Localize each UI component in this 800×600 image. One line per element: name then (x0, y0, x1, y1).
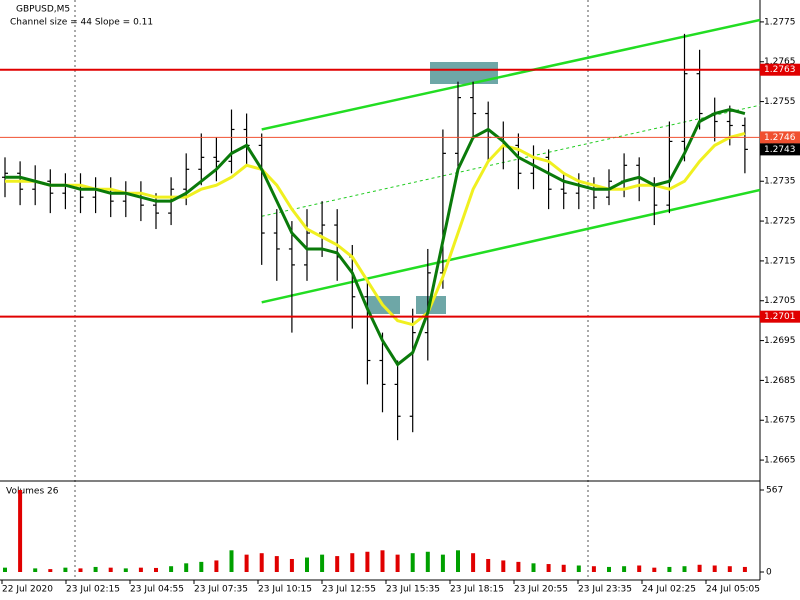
volume-bar (501, 560, 506, 572)
volume-bar (380, 550, 385, 572)
volume-bar (742, 566, 747, 572)
volume-bar (108, 567, 113, 572)
volume-bar (350, 553, 355, 572)
volume-bar (274, 556, 279, 572)
x-tick-label: 24 Jul 05:05 (706, 585, 760, 595)
volume-title: Volumes 26 (6, 487, 59, 497)
price-tag (760, 143, 800, 156)
x-tick-label: 23 Jul 10:15 (258, 585, 312, 595)
level-tag (760, 63, 800, 76)
volume-bar (471, 553, 476, 572)
chart-subtitle: Channel size = 44 Slope = 0.11 (10, 18, 153, 28)
volume-bar (154, 567, 158, 572)
volume-bar (214, 560, 219, 572)
x-tick-label: 23 Jul 07:35 (194, 585, 248, 595)
volume-bar (169, 566, 174, 572)
level-tag (760, 310, 800, 323)
volume-bar (516, 561, 521, 572)
volume-bar (289, 558, 294, 572)
x-tick-label: 24 Jul 02:25 (642, 585, 696, 595)
volume-bar (33, 568, 38, 572)
volume-bar (440, 554, 445, 572)
volume-bar (244, 554, 249, 572)
volume-bar (93, 566, 98, 572)
volume-bar (697, 564, 702, 572)
volume-bar (486, 558, 491, 572)
level-tag-label: 1.2763 (764, 65, 796, 75)
y-tick-label: 1.2665 (764, 456, 796, 466)
y-tick-label: 1.2755 (764, 97, 796, 107)
volume-bar (335, 556, 340, 572)
volume-bar (3, 567, 7, 572)
volume-bar (652, 567, 657, 572)
volume-bar (607, 566, 611, 572)
y-tick-label: 1.2715 (764, 256, 796, 266)
trend-line (261, 18, 760, 131)
chart-title: GBPUSD,M5 (16, 5, 70, 15)
x-tick-label: 22 Jul 2020 (2, 585, 53, 595)
trend-line (261, 104, 760, 217)
trend-line (261, 188, 760, 304)
x-tick-label: 23 Jul 20:55 (514, 585, 568, 595)
volume-bar (320, 554, 325, 572)
volume-bar (305, 557, 309, 572)
volume-bar (622, 566, 627, 572)
volume-bar (576, 565, 581, 572)
x-tick-label: 23 Jul 02:15 (66, 585, 120, 595)
volume-bar (667, 566, 672, 572)
moving-average (5, 107, 746, 367)
y-tick-label: 1.2685 (764, 376, 796, 386)
volume-bar (395, 554, 400, 572)
x-tick-label: 23 Jul 12:55 (322, 585, 376, 595)
volume-bar (727, 566, 732, 572)
volume-bar (456, 550, 460, 572)
volume-bar (48, 569, 53, 572)
volume-bar (561, 564, 566, 572)
x-tick-label: 23 Jul 18:15 (450, 585, 504, 595)
volume-bar (637, 565, 642, 572)
volume-bar (259, 553, 264, 572)
y-tick-label: 1.2675 (764, 416, 796, 426)
volume-bar (712, 565, 717, 572)
y-tick-label: 1.2765 (764, 57, 796, 67)
level-tag-label: 1.2746 (764, 133, 796, 143)
x-tick-label: 23 Jul 23:35 (578, 585, 632, 595)
volume-bar (365, 551, 370, 572)
volume-bar (63, 567, 68, 572)
volume-bar (682, 566, 687, 572)
volume-bar (78, 568, 83, 572)
zone-box (430, 62, 498, 84)
volume-bar (410, 553, 415, 572)
level-tag-label: 1.2701 (764, 312, 796, 322)
volume-bar (425, 551, 430, 572)
volume-bar (184, 563, 189, 572)
volume-bar (591, 566, 596, 572)
volume-bar (546, 564, 551, 572)
y-tick-label: 1.2735 (764, 177, 796, 187)
price-tag-label: 1.2743 (764, 145, 796, 155)
y2-tick-label: 0 (766, 568, 772, 578)
volume-bar (531, 563, 536, 572)
price-pane (2, 18, 760, 441)
y2-tick-label: 567 (766, 486, 783, 496)
y-tick-label: 1.2775 (764, 17, 796, 27)
x-tick-label: 23 Jul 04:55 (130, 585, 184, 595)
volume-bar (199, 561, 204, 572)
y-tick-label: 1.2705 (764, 296, 796, 306)
y-tick-label: 1.2695 (764, 336, 796, 346)
level-tag (760, 131, 800, 144)
x-tick-label: 23 Jul 15:35 (386, 585, 440, 595)
volume-bar (18, 490, 23, 572)
volume-bar (123, 568, 128, 572)
volume-bar (138, 567, 143, 572)
volume-bar (229, 550, 234, 572)
y-tick-label: 1.2725 (764, 217, 796, 227)
